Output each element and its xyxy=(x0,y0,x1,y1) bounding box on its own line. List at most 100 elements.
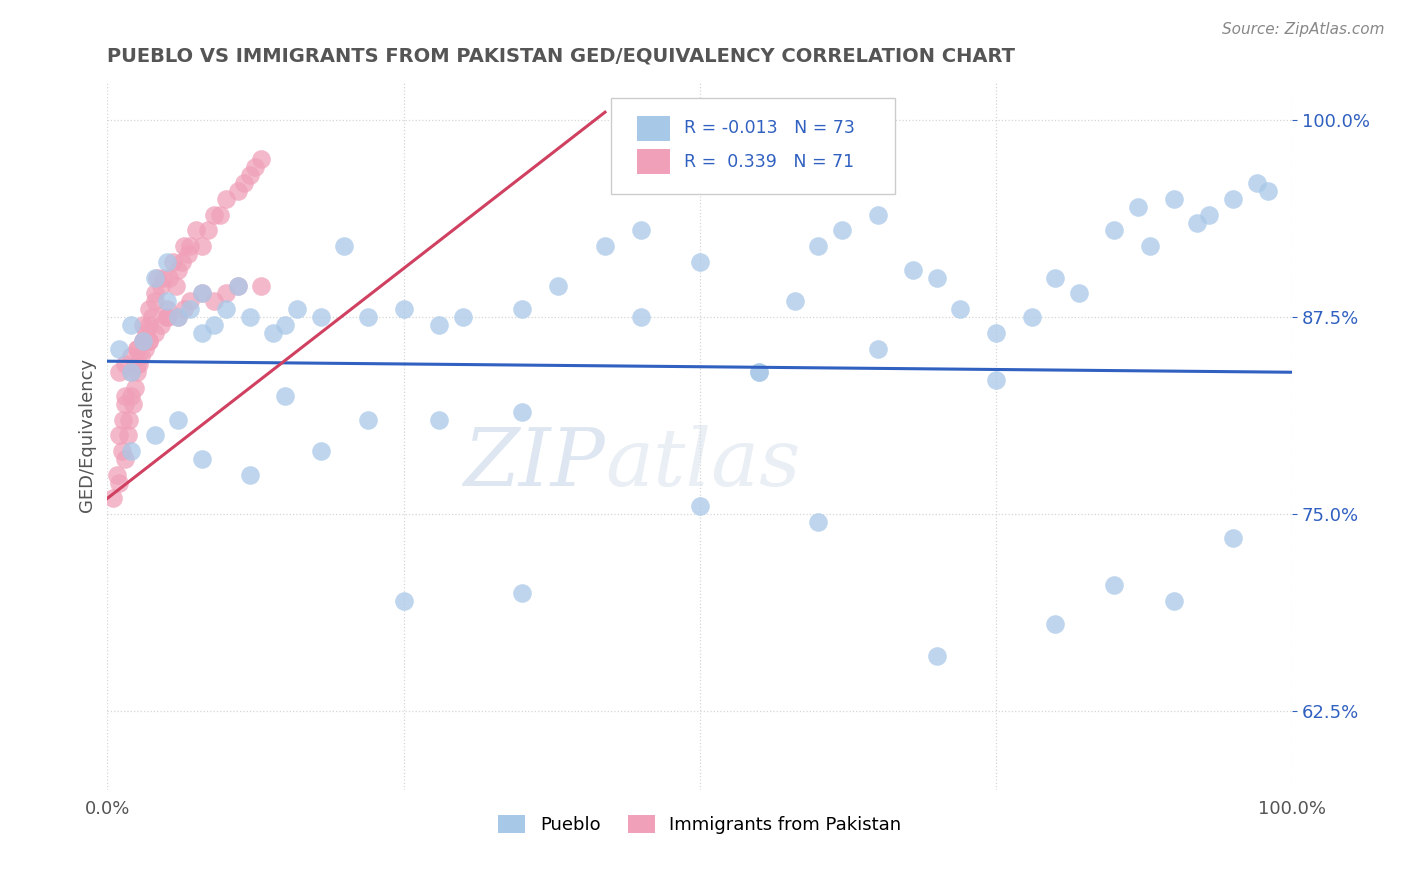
Point xyxy=(451,310,474,324)
Point xyxy=(114,451,136,466)
Point xyxy=(156,255,179,269)
Point xyxy=(1045,270,1067,285)
Point xyxy=(1128,200,1150,214)
Point xyxy=(510,302,533,317)
Point xyxy=(143,286,166,301)
Point xyxy=(197,223,219,237)
Point xyxy=(689,255,711,269)
Point xyxy=(156,310,179,324)
Point xyxy=(1067,286,1090,301)
Point xyxy=(143,270,166,285)
Point xyxy=(866,342,889,356)
Point xyxy=(132,334,155,348)
Point xyxy=(157,270,180,285)
Point xyxy=(215,286,238,301)
Point xyxy=(245,161,267,175)
Point xyxy=(1104,223,1126,237)
Point xyxy=(238,467,260,482)
Point xyxy=(202,318,225,332)
Point xyxy=(226,278,249,293)
Point xyxy=(138,334,160,348)
Text: R =  0.339   N = 71: R = 0.339 N = 71 xyxy=(685,153,855,170)
Point xyxy=(146,270,169,285)
Point xyxy=(191,239,214,253)
Point xyxy=(143,428,166,442)
Point xyxy=(114,389,136,403)
Point xyxy=(949,302,972,317)
Point xyxy=(866,208,889,222)
Point xyxy=(118,412,141,426)
Point xyxy=(689,500,711,514)
Point xyxy=(309,310,332,324)
Point xyxy=(262,326,284,340)
Y-axis label: GED/Equivalency: GED/Equivalency xyxy=(79,359,96,512)
Legend: Pueblo, Immigrants from Pakistan: Pueblo, Immigrants from Pakistan xyxy=(498,814,901,834)
Point xyxy=(108,428,131,442)
Point xyxy=(179,294,201,309)
Point xyxy=(120,365,142,379)
Point xyxy=(510,404,533,418)
Point xyxy=(1163,594,1185,608)
Point xyxy=(156,310,179,324)
Point xyxy=(108,475,131,490)
Point xyxy=(1045,617,1067,632)
Point xyxy=(110,444,132,458)
Bar xyxy=(637,116,671,141)
Point xyxy=(630,223,652,237)
Point xyxy=(108,365,131,379)
Point xyxy=(114,397,136,411)
Point xyxy=(134,342,156,356)
Point xyxy=(807,239,830,253)
Point xyxy=(124,381,146,395)
Point xyxy=(1222,531,1244,545)
Text: PUEBLO VS IMMIGRANTS FROM PAKISTAN GED/EQUIVALENCY CORRELATION CHART: PUEBLO VS IMMIGRANTS FROM PAKISTAN GED/E… xyxy=(107,46,1015,65)
Point xyxy=(120,365,142,379)
Point xyxy=(165,278,187,293)
Text: Source: ZipAtlas.com: Source: ZipAtlas.com xyxy=(1222,22,1385,37)
Point xyxy=(125,357,148,371)
Point xyxy=(748,365,770,379)
Point xyxy=(1163,192,1185,206)
Point xyxy=(173,239,195,253)
Point xyxy=(179,239,201,253)
Point xyxy=(333,239,356,253)
Point xyxy=(162,255,184,269)
Point xyxy=(120,444,142,458)
Point xyxy=(179,302,201,317)
Point xyxy=(108,342,131,356)
Point xyxy=(547,278,569,293)
Point xyxy=(105,467,128,482)
Point xyxy=(232,176,254,190)
Point xyxy=(215,302,238,317)
Point xyxy=(177,247,200,261)
Point xyxy=(274,318,297,332)
Point xyxy=(129,350,152,364)
Point xyxy=(132,318,155,332)
Point xyxy=(202,208,225,222)
Point xyxy=(748,365,770,379)
Point xyxy=(120,350,142,364)
Point xyxy=(357,310,380,324)
Point xyxy=(138,302,160,317)
Point xyxy=(149,318,172,332)
Bar xyxy=(637,150,671,174)
Point xyxy=(831,223,853,237)
Point xyxy=(143,326,166,340)
Point xyxy=(202,294,225,309)
Point xyxy=(120,389,142,403)
Point xyxy=(357,412,380,426)
Point xyxy=(132,334,155,348)
Point xyxy=(191,451,214,466)
Point xyxy=(156,294,179,309)
Text: ZIP: ZIP xyxy=(463,425,605,502)
Point xyxy=(167,310,190,324)
Point xyxy=(984,326,1007,340)
Point xyxy=(215,192,238,206)
Point xyxy=(925,648,948,663)
Point xyxy=(630,310,652,324)
Text: atlas: atlas xyxy=(605,425,800,502)
Point xyxy=(274,389,297,403)
FancyBboxPatch shape xyxy=(612,98,896,194)
Point xyxy=(122,397,145,411)
Point xyxy=(132,334,155,348)
